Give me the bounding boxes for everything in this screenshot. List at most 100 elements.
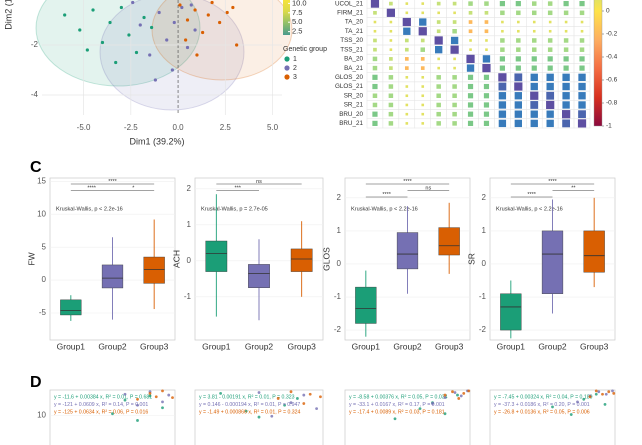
significance: ns [425, 186, 431, 192]
colorbar-label: 7.5 [292, 8, 302, 17]
point [148, 53, 152, 57]
legend-label: 2 [293, 65, 297, 72]
cell [372, 56, 378, 62]
cell [531, 56, 537, 62]
equation: y = -26.8 + 0.0136 x, R² = 0.05, P = 0.0… [494, 409, 590, 415]
row-label: GLOS_20 [335, 74, 364, 81]
cell [532, 1, 537, 6]
point [148, 391, 152, 395]
cell [421, 11, 425, 15]
colorbar-label: -0.2 [606, 31, 618, 38]
point [165, 38, 169, 42]
point [189, 3, 193, 7]
cell [421, 112, 425, 116]
point [180, 5, 184, 10]
point [225, 10, 229, 15]
point [451, 390, 454, 394]
colorbar-label: -0.4 [606, 54, 618, 61]
significance: **** [403, 179, 412, 185]
legend-swatch [284, 74, 290, 80]
cell [388, 84, 394, 89]
row-label: TSS_20 [340, 37, 363, 44]
cell [532, 10, 537, 16]
cell [372, 74, 378, 80]
legend-title: Genetic group [283, 46, 327, 53]
cell [546, 91, 555, 100]
point [127, 33, 131, 37]
cell [546, 82, 554, 91]
cell [499, 56, 505, 62]
cell [453, 11, 456, 15]
box [500, 293, 522, 331]
point [142, 15, 146, 20]
x-tick-label: Group1 [497, 341, 526, 351]
cell [372, 120, 378, 126]
point [157, 10, 161, 15]
panel-frame [49, 389, 176, 445]
y-tick-label: 5 [42, 242, 47, 251]
point [604, 392, 608, 396]
cell [372, 65, 378, 71]
point [154, 395, 158, 399]
point [131, 0, 135, 5]
cell [546, 100, 555, 110]
cell [436, 20, 441, 24]
cell [532, 38, 537, 43]
cell [420, 38, 425, 43]
cell [467, 120, 474, 126]
cell [530, 101, 539, 109]
cell [453, 66, 456, 70]
cell [466, 54, 475, 63]
point [296, 397, 299, 400]
point [119, 5, 123, 10]
point [150, 25, 154, 30]
cell [388, 93, 394, 98]
cell [546, 110, 554, 118]
cell [562, 119, 571, 128]
cell [498, 92, 507, 100]
significance: **** [382, 192, 391, 198]
y-tick-label: -2 [334, 325, 342, 334]
colorbar-label: -0.8 [606, 100, 618, 107]
row-label: SR_21 [344, 102, 364, 109]
cell [370, 0, 380, 8]
cell [436, 1, 441, 6]
cell [563, 10, 569, 16]
point [456, 393, 459, 397]
point [270, 414, 274, 418]
cell [405, 11, 409, 15]
point [601, 392, 604, 396]
y-axis-label: ACH [171, 250, 181, 268]
cell [437, 11, 440, 15]
point [594, 389, 598, 393]
point [308, 392, 312, 396]
x-tick-label: Group2 [393, 341, 422, 351]
panel-frame [194, 389, 324, 445]
row-label: TA_21 [345, 28, 364, 35]
cell [483, 120, 490, 126]
point [172, 20, 176, 25]
annotation: Kruskal-Wallis, p = 2.7e-05 [201, 206, 268, 212]
cell [467, 93, 474, 99]
panel-frame [194, 177, 324, 341]
cell [404, 66, 409, 70]
cell [579, 38, 585, 43]
x-tick-label: Group3 [140, 341, 169, 351]
legend-label: 3 [293, 74, 297, 81]
cell [578, 101, 586, 109]
cell [562, 110, 571, 119]
cell [514, 92, 522, 100]
cell [482, 64, 491, 73]
point [319, 395, 322, 399]
cell [563, 47, 569, 52]
x-tick-label: Group2 [245, 341, 274, 351]
cell [499, 65, 505, 71]
cell [420, 66, 425, 70]
cell [467, 102, 474, 108]
point [63, 13, 67, 17]
point [148, 394, 152, 398]
cell [405, 76, 409, 79]
cell [514, 119, 522, 128]
cell [514, 73, 523, 82]
cell [450, 45, 459, 54]
